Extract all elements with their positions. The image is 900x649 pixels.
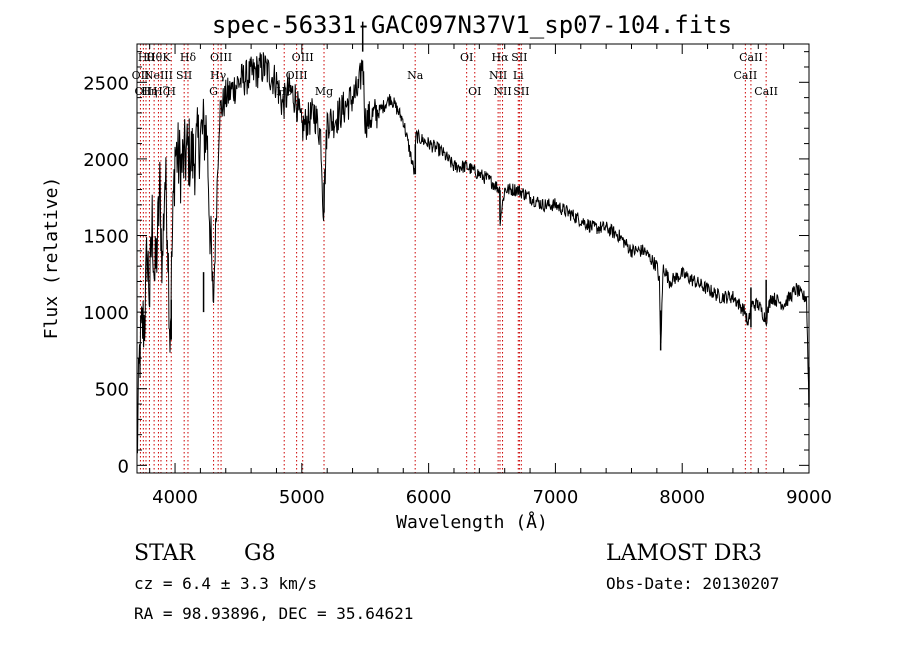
ra-dec-coordinates: RA = 98.93896, DEC = 35.64621 xyxy=(134,604,413,623)
x-tick-label: 4000 xyxy=(152,487,198,508)
line-label: CaII xyxy=(739,51,763,64)
line-label: Na xyxy=(407,69,424,82)
line-label: CaII xyxy=(734,69,758,82)
plot-frame xyxy=(136,43,810,474)
line-label: Mg xyxy=(315,85,333,98)
line-label: NII xyxy=(489,69,507,82)
y-tick-label: 0 xyxy=(118,456,129,477)
y-tick-label: 1500 xyxy=(83,227,129,248)
emission-line-markers xyxy=(139,44,767,473)
x-axis-label: Wavelength (Å) xyxy=(396,511,548,533)
line-label: Li xyxy=(513,69,524,82)
x-tick-label: 7000 xyxy=(533,487,579,508)
line-label: OI xyxy=(468,85,481,98)
line-label: CaII xyxy=(754,85,778,98)
line-label: NeIII xyxy=(144,69,173,82)
line-label: OIII xyxy=(292,51,314,64)
line-label: Hζ xyxy=(153,85,169,98)
line-label: Hα xyxy=(491,51,509,64)
line-label: K xyxy=(163,51,172,64)
survey-name: LAMOST DR3 xyxy=(606,541,762,566)
line-label: SII xyxy=(176,69,192,82)
y-tick-label: 2000 xyxy=(83,150,129,171)
line-label: OII xyxy=(132,69,150,82)
line-label: OIII xyxy=(286,69,308,82)
object-subclass: G8 xyxy=(244,541,276,566)
line-label: OIII xyxy=(210,51,232,64)
x-tick-label: 6000 xyxy=(406,487,452,508)
line-label: OII xyxy=(134,85,152,98)
line-label: G xyxy=(209,85,218,98)
x-tick-label: 9000 xyxy=(786,487,832,508)
line-label: Hδ xyxy=(180,51,197,64)
y-axis-ticks: 0 500 1000 1500 2000 2500 xyxy=(83,51,809,477)
line-label: OI xyxy=(460,51,473,64)
object-class: STAR xyxy=(134,541,196,566)
y-tick-label: 1000 xyxy=(83,303,129,324)
emission-line-labels: OIIOIIHθHηHθNeIIIHζKHSIIHδGHγOIIIHβOIIIO… xyxy=(132,51,778,98)
line-label: NII xyxy=(493,85,511,98)
line-label: Hθ xyxy=(138,51,155,64)
line-label: Hγ xyxy=(210,69,227,82)
y-tick-label: 500 xyxy=(95,380,129,401)
x-tick-label: 8000 xyxy=(659,487,705,508)
redshift-cz: cz = 6.4 ± 3.3 km/s xyxy=(134,574,317,593)
line-label: SII xyxy=(513,85,529,98)
chart-title: spec-56331-GAC097N37V1_sp07-104.fits xyxy=(212,11,732,39)
line-label: Hη xyxy=(141,85,157,98)
y-axis-label: Flux (relative) xyxy=(41,177,62,340)
line-label: SII xyxy=(511,51,527,64)
line-label: H xyxy=(166,85,176,98)
observation-date: Obs-Date: 20130207 xyxy=(606,574,779,593)
line-label: Hθ xyxy=(146,51,163,64)
x-tick-label: 5000 xyxy=(279,487,325,508)
x-axis-ticks: 4000 5000 6000 7000 8000 9000 xyxy=(149,44,832,508)
spectrum-series-line xyxy=(136,52,810,454)
y-tick-label: 2500 xyxy=(83,73,129,94)
